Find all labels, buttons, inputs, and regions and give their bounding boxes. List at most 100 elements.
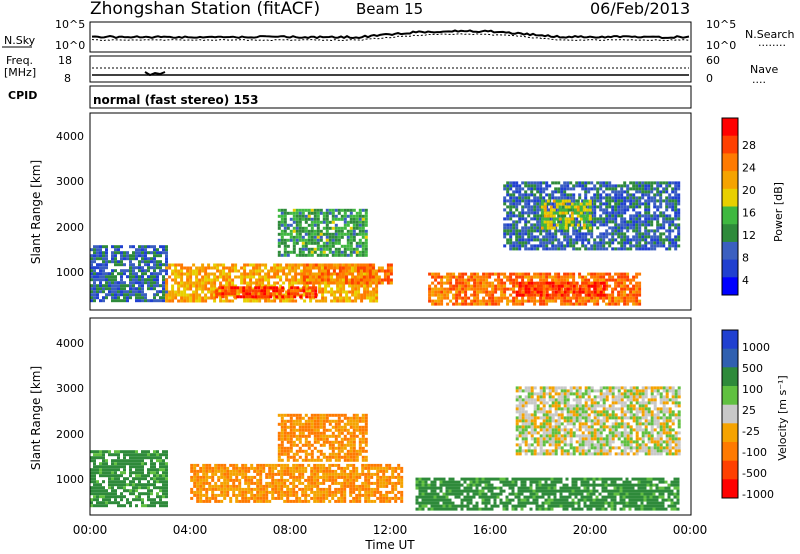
power-cell [342, 296, 346, 300]
power-cell [656, 199, 660, 203]
colorbar-segment [722, 188, 738, 207]
velocity-cell [298, 463, 302, 467]
power-cell [572, 199, 576, 203]
power-cell [204, 275, 208, 279]
power-cell [234, 284, 238, 288]
power-cell [674, 244, 678, 248]
power-cell [171, 272, 175, 276]
velocity-cell [286, 419, 290, 423]
power-cell [349, 226, 353, 230]
power-cell [171, 299, 175, 303]
power-cell [539, 202, 543, 206]
power-cell [357, 293, 361, 297]
power-cell [180, 281, 184, 285]
power-cell [515, 187, 519, 191]
power-cell [177, 275, 181, 279]
power-cell [587, 272, 591, 276]
power-cell [497, 272, 501, 276]
velocity-cell [289, 499, 293, 503]
velocity-cell [316, 463, 320, 467]
power-cell [304, 226, 308, 230]
velocity-cell [394, 481, 398, 485]
velocity-cell [286, 425, 290, 429]
power-cell [578, 193, 582, 197]
power-cell [552, 199, 556, 203]
power-cell [518, 244, 522, 248]
velocity-cell [205, 466, 209, 470]
power-cell [548, 287, 552, 291]
power-cell [582, 199, 586, 203]
power-cell [546, 211, 550, 215]
power-cell [539, 220, 543, 224]
power-cell [301, 247, 305, 251]
power-cell [536, 220, 540, 224]
power-cell [599, 275, 603, 279]
power-cell [518, 287, 522, 291]
power-cell [536, 284, 540, 288]
power-cell [563, 232, 567, 236]
power-cell [192, 281, 196, 285]
power-cell [545, 199, 549, 203]
velocity-cell [202, 472, 206, 476]
velocity-cell [271, 490, 275, 494]
power-cell [552, 211, 556, 215]
power-cell [605, 205, 609, 209]
power-cell [650, 217, 654, 221]
power-cell [569, 302, 573, 306]
power-cell [611, 235, 615, 239]
power-cell [348, 296, 352, 300]
power-cell [611, 184, 615, 188]
power-cell [114, 245, 117, 249]
power-cell [662, 220, 666, 224]
power-cell [147, 299, 150, 303]
velocity-cell [307, 446, 311, 450]
velocity-cell [271, 493, 275, 497]
power-cell [180, 266, 184, 270]
velocity-cell [141, 462, 144, 466]
power-cell [204, 266, 208, 270]
power-cell [292, 226, 296, 230]
power-ylabel: Slant Range [km] [29, 160, 43, 264]
power-cell [201, 296, 205, 300]
power-cell [331, 226, 335, 230]
power-cell [515, 244, 519, 248]
power-cell [539, 226, 543, 230]
velocity-cell [214, 493, 218, 497]
power-cell [449, 272, 453, 276]
power-cell [264, 263, 268, 267]
velocity-cell [382, 475, 386, 479]
power-cell [467, 284, 471, 288]
velocity-cell [283, 472, 287, 476]
power-cell [363, 287, 367, 291]
power-cell [305, 263, 309, 267]
velocity-cell [138, 462, 141, 466]
power-cell [596, 244, 600, 248]
velocity-cell [235, 466, 239, 470]
power-cell [605, 214, 609, 218]
power-cell [647, 184, 651, 188]
velocity-cell [102, 495, 105, 499]
velocity-cell [361, 487, 365, 491]
power-cell [283, 241, 287, 245]
power-cell [165, 245, 168, 249]
power-cell [542, 187, 546, 191]
power-cell [357, 296, 361, 300]
power-cell [629, 196, 633, 200]
power-cell [572, 287, 576, 291]
power-cell [286, 223, 290, 227]
power-cell [608, 214, 612, 218]
power-cell [503, 287, 507, 291]
power-cell [575, 229, 579, 233]
power-cell [536, 202, 540, 206]
velocity-cell [114, 492, 117, 496]
power-cell [295, 211, 299, 215]
velocity-cell [280, 496, 284, 500]
power-cell [275, 286, 279, 290]
velocity-cell [250, 478, 254, 482]
velocity-cell [193, 472, 197, 476]
velocity-cell [238, 469, 242, 473]
velocity-cell [298, 499, 302, 503]
power-cell [105, 245, 108, 249]
power-cell [542, 214, 546, 218]
power-cell [467, 278, 471, 282]
